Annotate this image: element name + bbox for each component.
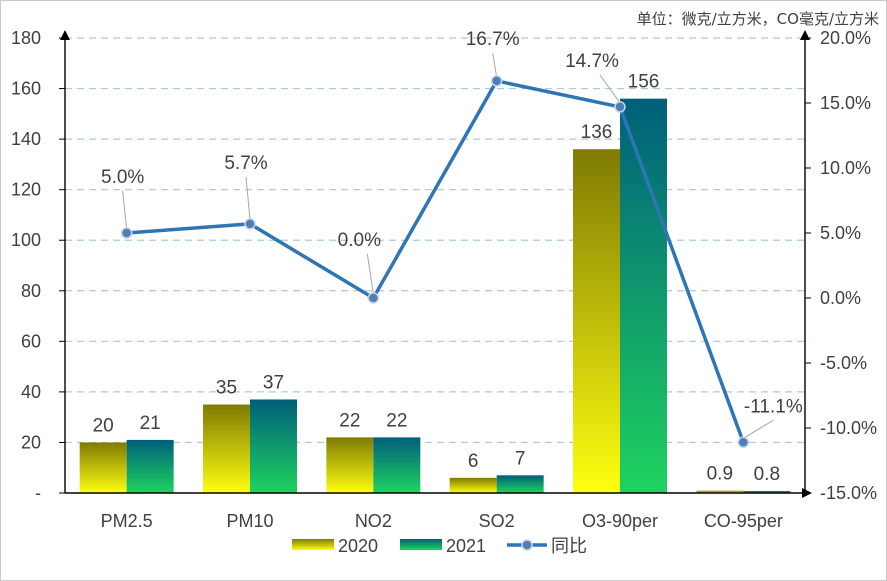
y-left-tick-label: -: [35, 483, 41, 503]
y-right-tick-label: 10.0%: [820, 158, 871, 178]
bar-2021: [250, 399, 297, 493]
yoy-point: [737, 436, 750, 449]
unit-note: 单位：微克/立方米，CO毫克/立方米: [636, 10, 879, 28]
y-left-tick-label: 80: [21, 281, 41, 301]
bar-2021: [373, 437, 421, 493]
y-right-tick-label: 0.0%: [820, 288, 861, 308]
yoy-leader-line: [122, 190, 128, 230]
y-right-axis-arrow: [800, 30, 810, 40]
bar-2020-label: 20: [93, 415, 114, 436]
y-left-tick-label: 100: [11, 230, 41, 250]
yoy-point: [367, 292, 380, 304]
y-left-tick-label: 60: [21, 331, 41, 351]
yoy-data-label: 0.0%: [338, 230, 381, 251]
x-category-label: PM10: [226, 511, 273, 531]
bar-2021-label: 21: [140, 413, 161, 434]
x-category-label: O3-90per: [582, 511, 658, 531]
yoy-point: [120, 227, 133, 239]
yoy-point: [490, 75, 503, 87]
bar-2020-label: 136: [581, 122, 613, 143]
bar-2021-label: 0.8: [754, 464, 780, 485]
bar-2021: [743, 490, 791, 493]
yoy-leader-line: [599, 74, 621, 104]
x-category-label: SO2: [479, 511, 515, 531]
yoy-data-label: 5.7%: [224, 153, 267, 174]
y-right-tick-label: 5.0%: [820, 223, 861, 243]
x-axis-arrow: [802, 488, 812, 498]
bar-2020: [79, 442, 127, 493]
yoy-leader-line: [366, 253, 374, 295]
y-left-tick-label: 20: [21, 432, 41, 452]
yoy-data-label: 16.7%: [466, 29, 520, 50]
yoy-line: [126, 79, 745, 443]
x-category-label: CO-95per: [704, 511, 783, 531]
bar-2021-label: 37: [263, 372, 284, 393]
bar-2020-label: 35: [216, 378, 237, 399]
legend-marker-yoy: [521, 539, 533, 551]
bar-2020-label: 6: [468, 451, 479, 472]
x-category-label: PM2.5: [101, 511, 153, 531]
y-left-axis-arrow: [60, 30, 70, 40]
bar-2020-label: 22: [339, 410, 360, 431]
yoy-leader-line: [245, 176, 251, 220]
bar-2021-label: 7: [515, 448, 526, 469]
legend-swatch-2020: [292, 539, 334, 550]
yoy-point: [244, 218, 256, 230]
y-left-tick-label: 140: [11, 129, 41, 149]
legend-label-yoy: 同比: [551, 536, 587, 557]
legend-label-2020: 2020: [338, 536, 378, 556]
y-left-tick-label: 180: [11, 28, 41, 48]
bar-2020: [203, 404, 250, 493]
y-right-tick-label: -5.0%: [820, 353, 867, 373]
bar-2021: [496, 475, 544, 493]
yoy-point: [614, 101, 626, 113]
bar-2020: [449, 477, 497, 493]
y-right-tick-label: 20.0%: [820, 28, 871, 48]
bar-2020: [573, 149, 620, 493]
y-left-tick-label: 120: [11, 180, 41, 200]
bar-2020: [326, 437, 374, 493]
bar-2021-label: 22: [386, 410, 407, 431]
yoy-data-label: -11.1%: [744, 396, 803, 417]
y-left-tick-label: 160: [11, 79, 41, 99]
legend-label-2021: 2021: [446, 536, 486, 556]
y-left-tick-label: 40: [21, 382, 41, 402]
x-category-label: NO2: [355, 511, 392, 531]
yoy-leader-line: [743, 419, 774, 439]
legend-swatch-2021: [400, 539, 442, 550]
yoy-leader-line: [492, 52, 498, 77]
yoy-data-label: 5.0%: [101, 167, 144, 188]
bar-2021: [126, 439, 174, 493]
bar-2020-label: 0.9: [707, 464, 733, 485]
bar-2020: [696, 490, 744, 493]
y-right-tick-label: -10.0%: [820, 418, 877, 438]
bar-2021: [620, 98, 667, 494]
y-right-tick-label: 15.0%: [820, 93, 871, 113]
y-right-tick-label: -15.0%: [820, 483, 877, 503]
yoy-data-label: 14.7%: [565, 51, 619, 72]
bar-2021-label: 156: [628, 72, 660, 93]
